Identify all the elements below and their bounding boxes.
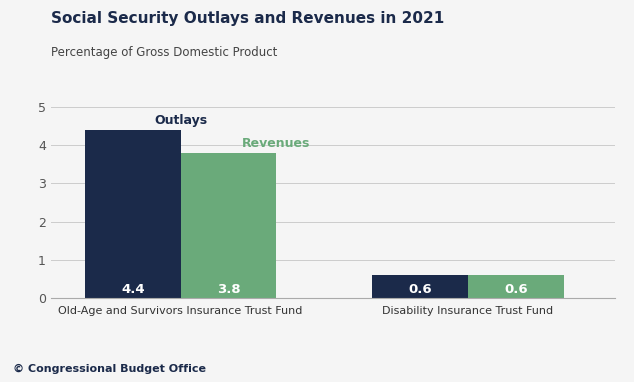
Bar [372, 275, 468, 298]
Text: Social Security Outlays and Revenues in 2021: Social Security Outlays and Revenues in … [51, 11, 444, 26]
Text: Revenues: Revenues [242, 137, 311, 150]
Bar [181, 153, 276, 298]
Text: © Congressional Budget Office: © Congressional Budget Office [13, 364, 205, 374]
Text: 0.6: 0.6 [504, 283, 527, 296]
Text: 3.8: 3.8 [217, 283, 240, 296]
Text: 0.6: 0.6 [408, 283, 432, 296]
Text: 4.4: 4.4 [121, 283, 145, 296]
Text: Outlays: Outlays [154, 114, 207, 127]
Bar [85, 130, 181, 298]
Text: Percentage of Gross Domestic Product: Percentage of Gross Domestic Product [51, 46, 277, 59]
Bar [468, 275, 564, 298]
